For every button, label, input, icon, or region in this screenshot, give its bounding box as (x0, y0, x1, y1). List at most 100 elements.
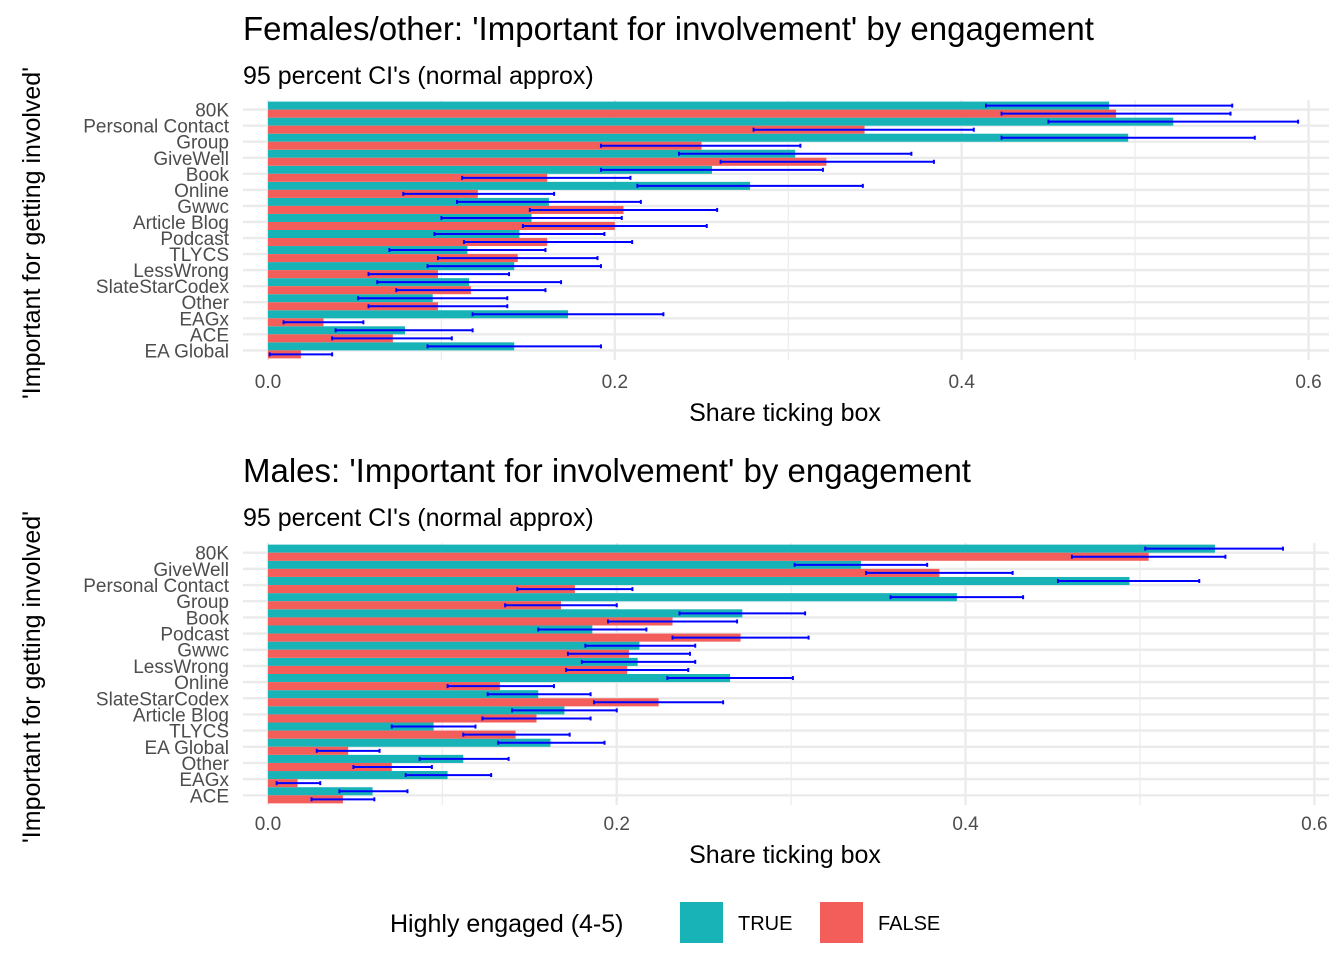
x-tick-label: 0.2 (602, 372, 628, 393)
category-label: 80K (195, 101, 229, 122)
bar-true (267, 657, 638, 666)
panel-males: Males: 'Important for involvement' by en… (18, 452, 1329, 869)
bar-true (267, 294, 433, 303)
bar-false (267, 665, 628, 674)
bar-true (267, 641, 640, 650)
category-label: Group (176, 133, 229, 154)
legend-swatch-false (820, 902, 863, 943)
bar-true (267, 593, 957, 602)
legend-title: Highly engaged (4-5) (390, 910, 623, 938)
category-label: GiveWell (153, 560, 229, 581)
category-label: SlateStarCodex (96, 277, 230, 298)
bar-false (267, 286, 471, 295)
bar-false (267, 221, 615, 230)
panel-females: Females/other: 'Important for involvemen… (18, 10, 1329, 427)
bar-true (267, 278, 470, 287)
bar-false (267, 205, 624, 214)
category-label: ACE (190, 325, 229, 346)
category-label: LessWrong (133, 657, 229, 678)
x-tick-label: 0.4 (952, 814, 979, 835)
bar-true (267, 560, 861, 569)
bar-false (267, 238, 548, 247)
x-tick-label: 0.4 (948, 372, 975, 393)
bar-false (267, 302, 438, 311)
x-tick-label: 0.0 (255, 372, 281, 393)
bar-false (267, 585, 575, 594)
category-label: Book (186, 608, 230, 629)
bar-true (267, 609, 743, 618)
bar-true (267, 576, 1130, 586)
category-label: GiveWell (153, 149, 229, 170)
category-label: Other (181, 293, 229, 314)
bar-true (267, 101, 1110, 110)
x-axis-label: Share ticking box (689, 841, 881, 869)
bar-false (267, 568, 940, 577)
bar-true (267, 787, 373, 796)
bar-true (267, 706, 565, 715)
category-label: Personal Contact (83, 117, 229, 138)
bar-false (267, 762, 392, 772)
bar-true (267, 342, 515, 351)
bar-true (267, 165, 712, 174)
category-label: 80K (195, 544, 229, 565)
category-label: Online (174, 673, 229, 694)
category-label: Article Blog (133, 213, 229, 234)
bar-true (267, 625, 593, 634)
x-tick-label: 0.6 (1301, 814, 1327, 835)
category-label: Other (181, 754, 229, 775)
legend-label-false: FALSE (878, 913, 940, 935)
bar-false (267, 157, 827, 166)
x-tick-label: 0.6 (1295, 372, 1321, 393)
bar-true (267, 133, 1129, 142)
y-axis-label: 'Important for getting involved' (18, 511, 46, 843)
panel-title: Males: 'Important for involvement' by en… (243, 452, 971, 489)
category-label: ACE (190, 786, 229, 807)
bar-true (267, 213, 532, 222)
legend: Highly engaged (4-5) TRUE FALSE (390, 902, 940, 943)
category-label: SlateStarCodex (96, 689, 230, 710)
y-axis-label: 'Important for getting involved' (18, 67, 46, 399)
category-label: EAGx (179, 770, 229, 791)
legend-swatch-true (680, 902, 723, 943)
bar-true (267, 754, 464, 763)
bar-false (267, 601, 561, 610)
bar-true (267, 181, 751, 190)
x-tick-label: 0.2 (604, 814, 630, 835)
category-label: EA Global (145, 341, 230, 362)
bar-false (267, 746, 349, 755)
bar-false (267, 270, 438, 279)
bar-false (267, 173, 548, 182)
bar-true (267, 197, 549, 206)
bar-false (267, 189, 478, 198)
category-label: TLYCS (169, 245, 229, 266)
bar-true (267, 544, 1215, 553)
category-label: Personal Contact (83, 576, 229, 597)
bar-true (267, 310, 569, 319)
bar-true (267, 246, 468, 255)
bar-false (267, 617, 673, 626)
bar-false (267, 714, 537, 723)
x-axis-label: Share ticking box (689, 399, 881, 427)
category-label: TLYCS (169, 722, 229, 743)
bar-false (267, 795, 343, 804)
bar-false (267, 141, 702, 150)
bar-false (267, 682, 500, 691)
bar-true (267, 674, 731, 683)
x-tick-label: 0.0 (255, 814, 281, 835)
category-label: EA Global (145, 738, 230, 759)
category-label: Gwwc (177, 641, 229, 662)
legend-label-true: TRUE (738, 913, 792, 935)
category-label: EAGx (179, 309, 229, 330)
category-label: Group (176, 592, 229, 613)
bar-true (267, 722, 434, 731)
category-label: Gwwc (177, 197, 229, 218)
category-label: LessWrong (133, 261, 229, 282)
bar-false (267, 552, 1149, 561)
category-label: Article Blog (133, 705, 229, 726)
bar-false (267, 254, 518, 263)
bar-true (267, 117, 1174, 126)
bar-false (267, 125, 865, 134)
bar-false (267, 698, 659, 707)
